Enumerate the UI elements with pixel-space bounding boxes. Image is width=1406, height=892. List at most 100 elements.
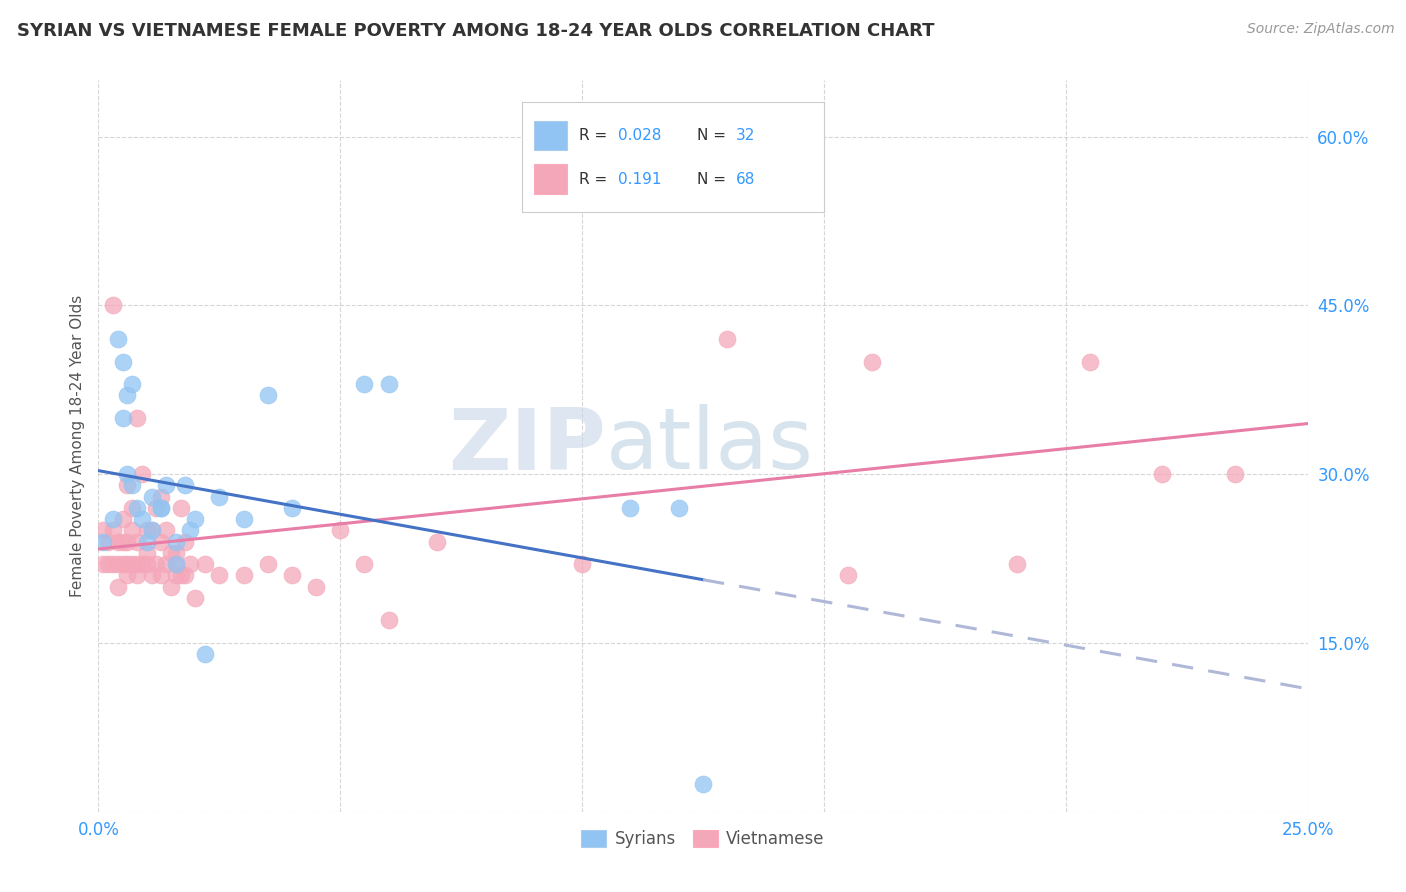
Point: [141, 524, 163, 538]
Point: [150, 500, 173, 515]
Point: [127, 557, 149, 571]
Point: [150, 568, 173, 582]
Point: [353, 377, 375, 392]
Point: [121, 500, 143, 515]
Text: atlas: atlas: [606, 404, 814, 488]
Point: [101, 524, 124, 538]
Point: [101, 557, 124, 571]
Text: SYRIAN VS VIETNAMESE FEMALE POVERTY AMONG 18-24 YEAR OLDS CORRELATION CHART: SYRIAN VS VIETNAMESE FEMALE POVERTY AMON…: [17, 22, 935, 40]
Point: [111, 534, 134, 549]
Y-axis label: Female Poverty Among 18-24 Year Olds: Female Poverty Among 18-24 Year Olds: [69, 295, 84, 597]
Point: [91, 534, 114, 549]
Point: [107, 580, 129, 594]
Point: [377, 377, 399, 392]
Point: [281, 500, 304, 515]
Point: [91, 524, 114, 538]
Point: [135, 534, 157, 549]
Point: [716, 332, 738, 346]
Point: [111, 354, 134, 368]
Point: [131, 512, 153, 526]
Point: [141, 524, 163, 538]
Point: [111, 557, 134, 571]
Point: [165, 557, 187, 571]
Point: [150, 500, 173, 515]
Point: [121, 557, 143, 571]
Point: [155, 557, 177, 571]
Point: [121, 377, 143, 392]
Point: [127, 534, 149, 549]
Point: [165, 546, 187, 560]
Point: [145, 500, 167, 515]
Point: [97, 534, 120, 549]
Point: [305, 580, 328, 594]
Point: [174, 478, 197, 492]
Point: [179, 557, 201, 571]
Point: [127, 500, 149, 515]
Point: [1152, 467, 1174, 482]
Point: [150, 490, 173, 504]
Point: [837, 568, 859, 582]
Point: [155, 478, 177, 492]
Point: [329, 524, 352, 538]
Legend: Syrians, Vietnamese: Syrians, Vietnamese: [575, 823, 831, 855]
Point: [145, 557, 167, 571]
Point: [131, 467, 153, 482]
Point: [160, 546, 183, 560]
Point: [174, 568, 197, 582]
Point: [194, 557, 217, 571]
Point: [184, 591, 207, 605]
Point: [101, 298, 124, 312]
Point: [1223, 467, 1246, 482]
Point: [377, 614, 399, 628]
Point: [117, 534, 139, 549]
Point: [668, 500, 690, 515]
Point: [353, 557, 375, 571]
Point: [150, 534, 173, 549]
Text: Source: ZipAtlas.com: Source: ZipAtlas.com: [1247, 22, 1395, 37]
Point: [141, 490, 163, 504]
Point: [256, 388, 278, 402]
Point: [174, 534, 197, 549]
Point: [571, 557, 593, 571]
Point: [281, 568, 304, 582]
Point: [117, 557, 139, 571]
Point: [121, 478, 143, 492]
Point: [97, 557, 120, 571]
Point: [135, 546, 157, 560]
Point: [107, 332, 129, 346]
Point: [127, 568, 149, 582]
Point: [160, 580, 183, 594]
Point: [111, 410, 134, 425]
Point: [111, 512, 134, 526]
Point: [523, 163, 546, 178]
Point: [1007, 557, 1029, 571]
Point: [127, 410, 149, 425]
Point: [135, 557, 157, 571]
Point: [91, 557, 114, 571]
Point: [117, 388, 139, 402]
Point: [141, 568, 163, 582]
Point: [165, 557, 187, 571]
Point: [107, 534, 129, 549]
Point: [194, 647, 217, 661]
Text: ZIP: ZIP: [449, 404, 606, 488]
Point: [619, 500, 641, 515]
Point: [165, 534, 187, 549]
Point: [117, 568, 139, 582]
Point: [1078, 354, 1101, 368]
Point: [232, 512, 254, 526]
Point: [169, 500, 191, 515]
Point: [101, 512, 124, 526]
Point: [179, 524, 201, 538]
Point: [256, 557, 278, 571]
Point: [121, 524, 143, 538]
Point: [860, 354, 883, 368]
Point: [232, 568, 254, 582]
Point: [155, 524, 177, 538]
Point: [131, 557, 153, 571]
Point: [208, 568, 231, 582]
Point: [117, 478, 139, 492]
Point: [165, 568, 187, 582]
Point: [208, 490, 231, 504]
Point: [117, 467, 139, 482]
